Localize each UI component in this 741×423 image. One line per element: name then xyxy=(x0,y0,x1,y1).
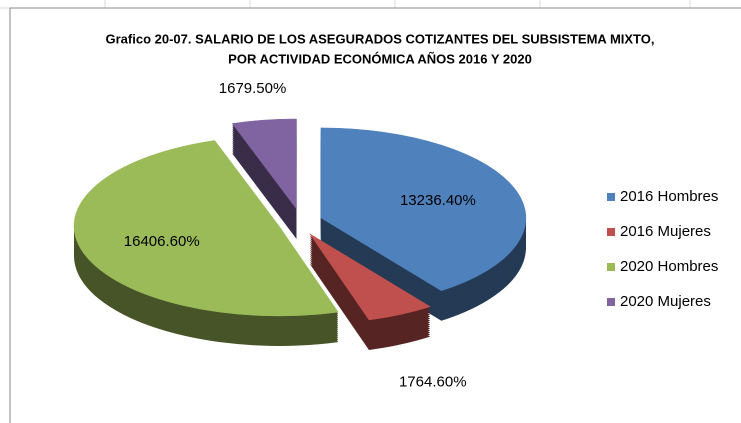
legend-swatch xyxy=(607,193,615,201)
chart-title: Grafico 20-07. SALARIO DE LOS ASEGURADOS… xyxy=(106,31,655,46)
legend-label: 2016 Mujeres xyxy=(620,223,711,240)
legend-swatch xyxy=(607,228,615,236)
data-label: 13236.40% xyxy=(400,192,476,209)
slice xyxy=(309,233,431,321)
data-label: 1679.50% xyxy=(219,80,287,97)
legend-label: 2016 Hombres xyxy=(620,188,718,205)
slice xyxy=(231,118,297,210)
slice xyxy=(73,140,339,317)
legend-label: 2020 Mujeres xyxy=(620,293,711,310)
slice xyxy=(320,127,527,292)
legend-swatch xyxy=(607,298,615,306)
data-label: 1764.60% xyxy=(399,374,467,391)
legend-swatch xyxy=(607,263,615,271)
legend-label: 2020 Hombres xyxy=(620,258,718,275)
data-label: 16406.60% xyxy=(124,233,200,250)
chart-title: POR ACTIVIDAD ECONÓMICA AÑOS 2016 Y 2020 xyxy=(228,51,532,66)
